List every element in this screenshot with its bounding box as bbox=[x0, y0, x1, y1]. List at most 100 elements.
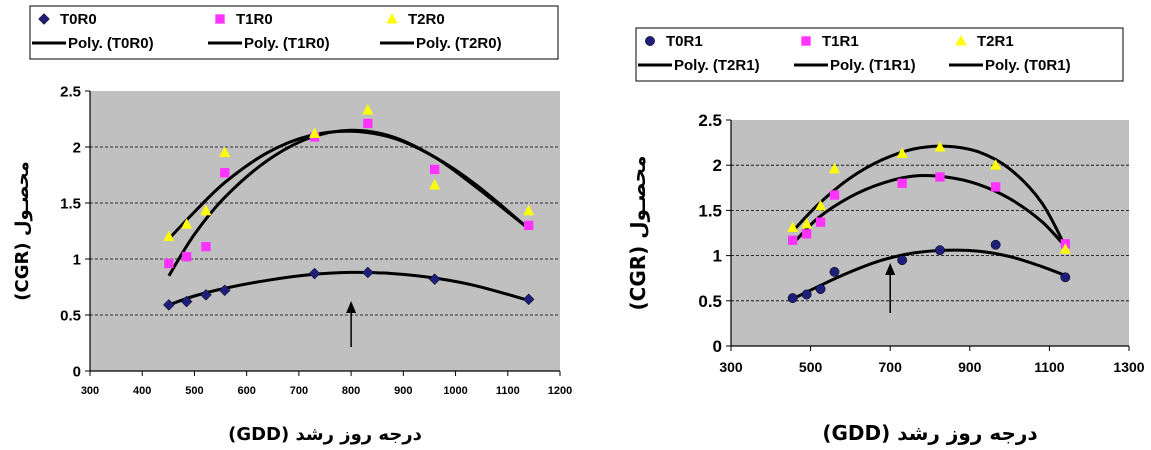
data-point bbox=[801, 289, 812, 300]
data-point bbox=[523, 204, 535, 216]
data-point bbox=[828, 162, 840, 174]
data-point bbox=[308, 267, 321, 280]
y-tick-label: 0.5 bbox=[698, 292, 722, 311]
y-tick-label: 2.5 bbox=[698, 111, 722, 130]
data-point bbox=[219, 146, 231, 157]
legend-box bbox=[29, 5, 559, 60]
legend-label: T1R0 bbox=[236, 11, 273, 28]
data-point bbox=[200, 288, 212, 301]
legend-marker bbox=[215, 14, 225, 24]
legend-label: T0R1 bbox=[666, 33, 703, 50]
arrow-annotation-head bbox=[346, 301, 357, 313]
data-point bbox=[990, 239, 1001, 250]
legend: T0R1 T1R1 T2R1 Poly. (T2R1) Poly. (T1R1) Poly… bbox=[635, 27, 1124, 82]
legend-label: Poly. (T1R0) bbox=[244, 35, 330, 52]
legend-marker bbox=[801, 36, 811, 46]
data-point bbox=[815, 217, 826, 227]
y-tick-label: 0.5 bbox=[60, 307, 81, 324]
x-tick-label: 700 bbox=[879, 359, 903, 375]
y-tick-label: 2.5 bbox=[60, 83, 81, 100]
x-tick-label: 800 bbox=[342, 385, 360, 397]
y-tick-label: 2 bbox=[73, 139, 81, 156]
data-point bbox=[935, 245, 945, 256]
data-point bbox=[523, 220, 534, 231]
data-point bbox=[163, 299, 175, 311]
legend-box bbox=[635, 27, 1124, 82]
x-tick-label: 900 bbox=[394, 385, 412, 397]
y-tick-label: 1.5 bbox=[698, 201, 722, 220]
data-point bbox=[429, 164, 440, 175]
y-axis-title: محصـول (CGR) bbox=[626, 156, 650, 311]
legend-label: T2R0 bbox=[408, 11, 445, 28]
legend: T0R0 T1R0 T2R0 Poly. (T0R0) Poly. (T1R0) Poly… bbox=[29, 5, 559, 60]
legend-label: Poly. (T0R0) bbox=[68, 35, 154, 52]
data-point bbox=[935, 172, 945, 182]
trendline bbox=[168, 270, 530, 307]
data-point bbox=[897, 178, 907, 188]
data-point bbox=[363, 118, 373, 129]
data-point bbox=[815, 199, 827, 211]
legend-label: Poly. (T0R1) bbox=[985, 57, 1071, 74]
data-point bbox=[990, 159, 1002, 170]
x-tick-label: 500 bbox=[185, 385, 203, 397]
y-tick-label: 1.5 bbox=[60, 195, 81, 212]
legend-marker bbox=[645, 36, 655, 46]
x-tick-label: 1200 bbox=[548, 385, 572, 397]
legend-marker bbox=[955, 34, 967, 46]
x-tick-label: 400 bbox=[133, 385, 151, 397]
legend-label: Poly. (T1R1) bbox=[830, 57, 916, 74]
data-point bbox=[829, 266, 840, 277]
x-tick-label: 1300 bbox=[1113, 359, 1144, 375]
data-point bbox=[801, 229, 812, 239]
plot-area bbox=[90, 91, 560, 371]
data-point bbox=[934, 141, 946, 152]
x-axis-title: درجه روز رشد (GDD) bbox=[228, 424, 422, 445]
legend-label: T0R0 bbox=[60, 11, 97, 28]
x-tick-label: 1000 bbox=[443, 385, 467, 397]
x-tick-label: 1100 bbox=[1034, 359, 1065, 375]
chart-left: T0R0 T1R0 T2R0 Poly. (T0R0) Poly. (T1R0) Poly… bbox=[12, 5, 572, 445]
data-point bbox=[1059, 243, 1071, 254]
trendline bbox=[791, 174, 1067, 248]
y-axis-title: محصـول (CGR) bbox=[12, 161, 33, 301]
x-tick-label: 500 bbox=[799, 359, 823, 375]
data-point bbox=[829, 190, 840, 200]
data-point bbox=[220, 168, 230, 178]
data-point bbox=[788, 235, 798, 245]
data-point bbox=[218, 284, 231, 297]
data-point bbox=[897, 255, 908, 266]
data-point bbox=[309, 127, 321, 138]
data-point bbox=[164, 258, 174, 269]
data-point bbox=[990, 182, 1001, 192]
data-point bbox=[181, 252, 192, 262]
y-tick-label: 0 bbox=[73, 363, 81, 380]
x-tick-label: 300 bbox=[719, 359, 743, 375]
y-tick-label: 2 bbox=[713, 156, 722, 175]
data-point bbox=[787, 293, 798, 304]
data-point bbox=[522, 293, 535, 306]
trendline bbox=[167, 129, 530, 240]
data-point bbox=[896, 147, 908, 158]
data-point bbox=[201, 242, 211, 252]
data-point bbox=[429, 179, 441, 190]
arrow-annotation-head bbox=[885, 263, 896, 275]
x-tick-label: 1100 bbox=[496, 385, 520, 397]
x-tick-label: 900 bbox=[958, 359, 982, 375]
chart-right: T0R1 T1R1 T2R1 Poly. (T2R1) Poly. (T1R1) Poly… bbox=[626, 27, 1145, 445]
x-tick-label: 700 bbox=[290, 385, 308, 397]
legend-marker bbox=[38, 13, 50, 25]
legend-label: Poly. (T2R1) bbox=[674, 57, 760, 74]
legend-label: T1R1 bbox=[822, 33, 859, 50]
data-point bbox=[163, 230, 175, 241]
y-tick-label: 1 bbox=[73, 251, 81, 268]
data-point bbox=[1060, 272, 1071, 283]
legend-label: Poly. (T2R0) bbox=[416, 35, 502, 52]
data-point bbox=[200, 204, 212, 216]
x-tick-label: 300 bbox=[81, 385, 99, 397]
legend-marker bbox=[386, 12, 398, 24]
data-point bbox=[815, 284, 826, 294]
y-tick-label: 0 bbox=[713, 337, 722, 356]
data-point bbox=[181, 218, 193, 229]
data-point bbox=[801, 217, 813, 229]
legend-label: T2R1 bbox=[977, 33, 1014, 50]
